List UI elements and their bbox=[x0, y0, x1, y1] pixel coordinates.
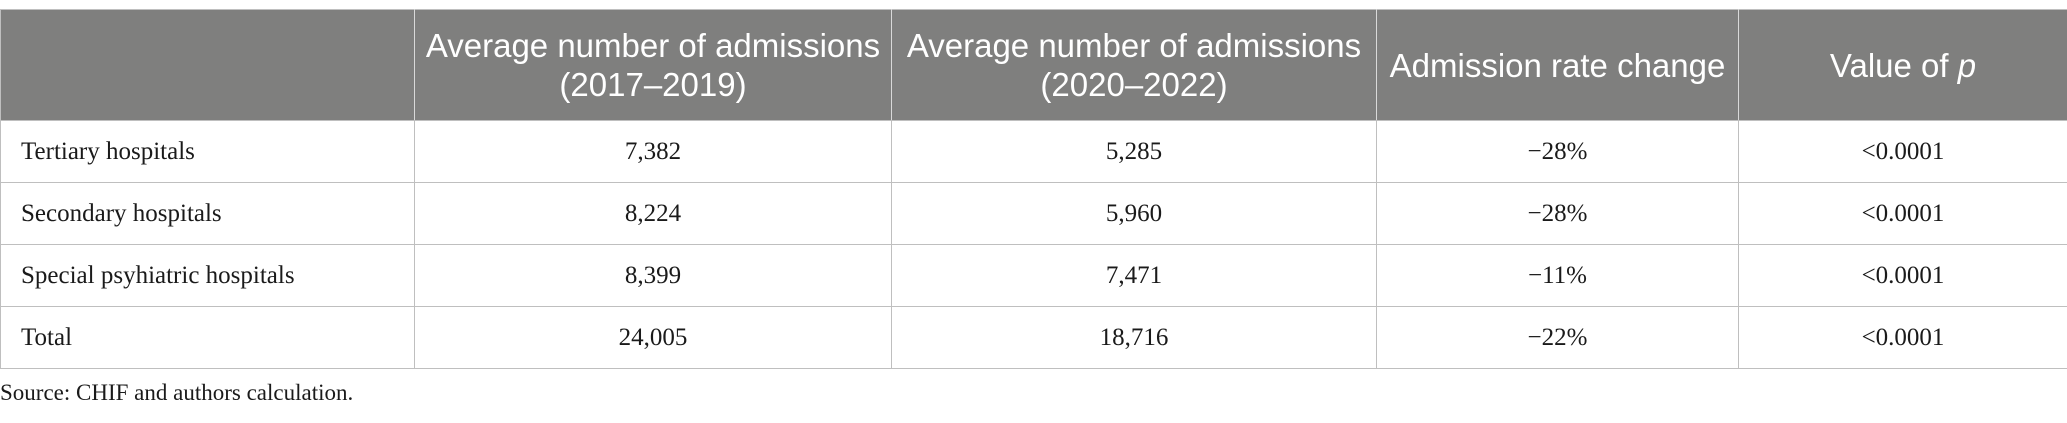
cell-p-value: <0.0001 bbox=[1738, 244, 2067, 307]
header-admission-rate-change: Admission rate change bbox=[1376, 9, 1739, 121]
cell-rate-change: −28% bbox=[1376, 120, 1739, 183]
table-row: Secondary hospitals 8,224 5,960 −28% <0.… bbox=[0, 182, 2067, 245]
table-row: Tertiary hospitals 7,382 5,285 −28% <0.0… bbox=[0, 120, 2067, 183]
header-avg-2020-2022: Average number of admissions (2020–2022) bbox=[891, 9, 1377, 121]
table-body: Tertiary hospitals 7,382 5,285 −28% <0.0… bbox=[0, 120, 2067, 369]
table-row: Total 24,005 18,716 −22% <0.0001 bbox=[0, 306, 2067, 369]
cell-avg-2020-2022: 7,471 bbox=[891, 244, 1377, 307]
source-footnote: Source: CHIF and authors calculation. bbox=[0, 380, 354, 405]
row-label: Total bbox=[0, 306, 415, 369]
cell-avg-2020-2022: 18,716 bbox=[891, 306, 1377, 369]
table-row: Special psyhiatric hospitals 8,399 7,471… bbox=[0, 244, 2067, 307]
row-label: Tertiary hospitals bbox=[0, 120, 415, 183]
data-table-container: Average number of admissions (2017–2019)… bbox=[0, 9, 2067, 369]
header-p-value: Value of p bbox=[1738, 9, 2067, 121]
header-avg-2017-2019: Average number of admissions (2017–2019) bbox=[414, 9, 892, 121]
header-p-prefix: Value of bbox=[1829, 46, 1958, 84]
cell-p-value: <0.0001 bbox=[1738, 182, 2067, 245]
cell-avg-2020-2022: 5,285 bbox=[891, 120, 1377, 183]
cell-p-value: <0.0001 bbox=[1738, 306, 2067, 369]
cell-avg-2020-2022: 5,960 bbox=[891, 182, 1377, 245]
cell-p-value: <0.0001 bbox=[1738, 120, 2067, 183]
cell-rate-change: −22% bbox=[1376, 306, 1739, 369]
header-p-symbol: p bbox=[1957, 46, 1977, 84]
cell-avg-2017-2019: 7,382 bbox=[414, 120, 892, 183]
row-label: Special psyhiatric hospitals bbox=[0, 244, 415, 307]
cell-avg-2017-2019: 24,005 bbox=[414, 306, 892, 369]
row-label: Secondary hospitals bbox=[0, 182, 415, 245]
cell-avg-2017-2019: 8,224 bbox=[414, 182, 892, 245]
table-header: Average number of admissions (2017–2019)… bbox=[0, 9, 2067, 121]
header-empty bbox=[0, 9, 415, 121]
cell-rate-change: −11% bbox=[1376, 244, 1739, 307]
admissions-table: Average number of admissions (2017–2019)… bbox=[0, 9, 2067, 369]
cell-rate-change: −28% bbox=[1376, 182, 1739, 245]
header-row: Average number of admissions (2017–2019)… bbox=[0, 9, 2067, 121]
cell-avg-2017-2019: 8,399 bbox=[414, 244, 892, 307]
